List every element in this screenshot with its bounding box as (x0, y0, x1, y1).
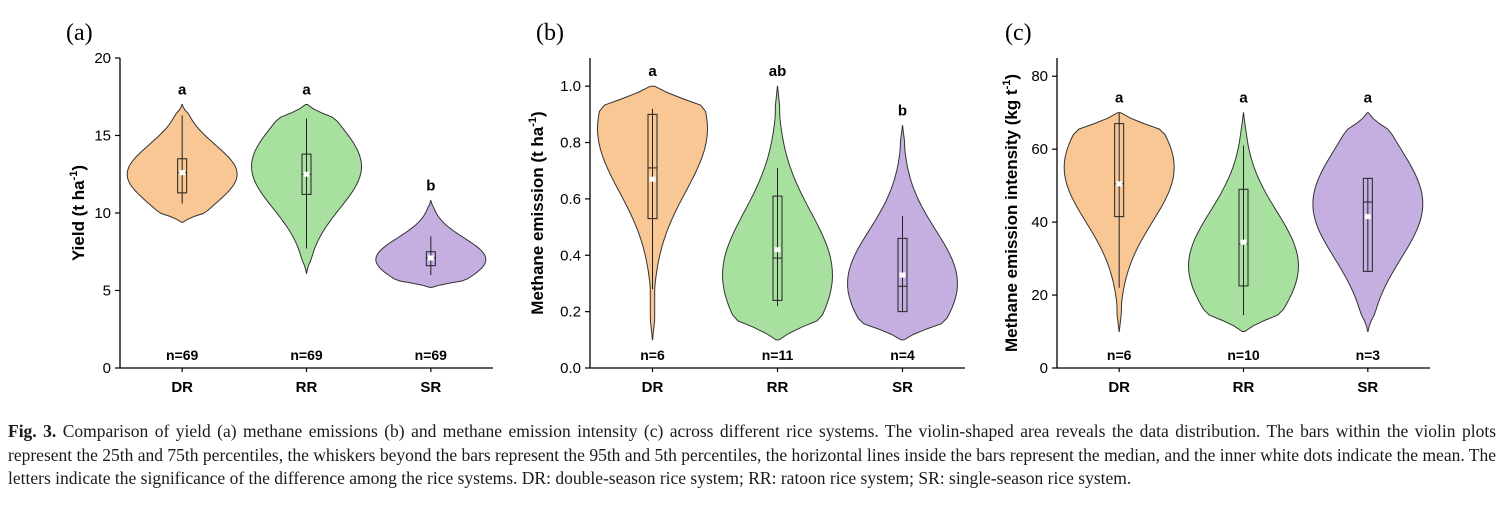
y-tick-label: 80 (1031, 68, 1048, 85)
y-axis-label: Methane emission intensity (kg t-1) (1001, 74, 1021, 352)
sample-count: n=69 (166, 347, 199, 363)
mean-marker-sr (899, 272, 906, 278)
x-tick-label: RR (296, 379, 318, 396)
box-sr (1362, 177, 1373, 272)
sample-count: n=6 (1107, 347, 1132, 363)
significance-letter: ab (769, 63, 787, 80)
mean-marker-rr (303, 171, 310, 177)
box-dr (1114, 123, 1125, 218)
figure-caption: Fig. 3. Comparison of yield (a) methane … (8, 420, 1496, 491)
significance-letter: b (426, 178, 435, 195)
sample-count: n=69 (415, 347, 448, 363)
box-sr (897, 237, 908, 313)
caption-label: Fig. 3. (8, 421, 57, 441)
significance-letter: a (1239, 90, 1248, 107)
sample-count: n=11 (762, 347, 794, 363)
sample-count: n=69 (290, 347, 323, 363)
x-tick-label: RR (1233, 379, 1255, 396)
x-tick-label: SR (420, 379, 441, 396)
y-tick-label: 0.0 (560, 360, 581, 377)
mean-marker-rr (1240, 239, 1247, 245)
mean-marker-sr (427, 255, 434, 261)
significance-letter: b (898, 103, 907, 120)
mean-marker-rr (774, 247, 781, 253)
sample-count: n=6 (640, 347, 665, 363)
y-tick-label: 15 (94, 128, 111, 145)
significance-letter: a (302, 82, 311, 99)
mean-marker-sr (1364, 214, 1371, 220)
x-tick-label: SR (892, 379, 913, 396)
sample-count: n=4 (890, 347, 915, 363)
box-sr (425, 251, 436, 267)
y-tick-label: 20 (1031, 287, 1048, 304)
chart-canvas: (a) 0 5 10 15 20 Yield (t ha-1) DR a n=69 RR a n=69 S… (66, 20, 1430, 396)
x-tick-label: DR (1108, 379, 1130, 396)
x-tick-label: SR (1357, 379, 1378, 396)
y-tick-label: 40 (1031, 214, 1048, 231)
y-tick-label: 5 (103, 283, 111, 300)
box-rr (772, 195, 783, 301)
box-dr (177, 158, 188, 194)
x-tick-label: DR (171, 379, 193, 396)
mean-marker-dr (649, 176, 656, 182)
x-tick-label: DR (642, 379, 664, 396)
box-rr (1238, 188, 1249, 287)
mean-marker-dr (1116, 181, 1123, 187)
y-tick-label: 1.0 (560, 78, 581, 95)
sample-count: n=3 (1356, 347, 1381, 363)
significance-letter: a (1115, 90, 1124, 107)
caption-text: Comparison of yield (a) methane emission… (8, 421, 1496, 488)
y-axis-label: Yield (t ha-1) (68, 165, 88, 261)
y-tick-label: 0.2 (560, 304, 581, 321)
y-axis-label: Methane emission (t ha-1) (527, 111, 547, 314)
significance-letter: a (1364, 90, 1373, 107)
figure: (a) 0 5 10 15 20 Yield (t ha-1) DR a n=69 RR a n=69 S… (66, 20, 1430, 396)
y-tick-label: 0.6 (560, 191, 581, 208)
box-dr (647, 113, 658, 220)
panel-label: (a) (66, 20, 93, 46)
panel-label: (b) (536, 20, 564, 46)
y-tick-label: 10 (94, 205, 111, 222)
significance-letter: a (178, 82, 187, 99)
significance-letter: a (648, 63, 657, 80)
y-tick-label: 20 (94, 50, 111, 67)
y-tick-label: 0.4 (560, 247, 581, 264)
x-tick-label: RR (767, 379, 789, 396)
y-tick-label: 0 (1040, 360, 1048, 377)
y-tick-label: 0.8 (560, 135, 581, 152)
panel-label: (c) (1005, 20, 1032, 46)
sample-count: n=10 (1227, 347, 1260, 363)
y-tick-label: 60 (1031, 141, 1048, 158)
mean-marker-dr (179, 170, 186, 176)
y-tick-label: 0 (103, 360, 111, 377)
